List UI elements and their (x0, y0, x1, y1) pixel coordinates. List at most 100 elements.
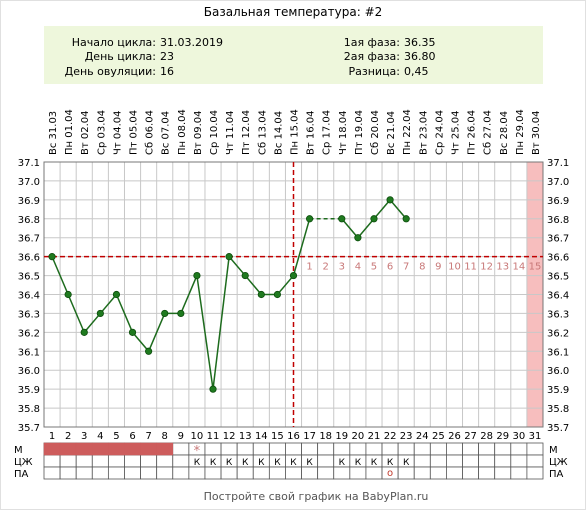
luteal-day-label: 11 (464, 262, 477, 273)
cervical-fluid-mark: К (274, 458, 281, 468)
day-number-label: 4 (97, 431, 103, 442)
cervical-fluid-mark: К (226, 458, 233, 468)
date-label: Пт 19.04 (354, 110, 365, 155)
temperature-point (354, 234, 362, 242)
date-label: Вс 21.04 (386, 111, 397, 155)
intercourse-row-cell (526, 466, 544, 480)
temperature-segment (180, 275, 198, 314)
date-label: Вт 16.04 (306, 111, 317, 156)
cervical-fluid-row-cell (107, 454, 125, 468)
luteal-day-label: 2 (323, 262, 329, 273)
cervical-fluid-mark: К (210, 458, 217, 468)
temperature-point (64, 290, 72, 299)
menstruation-cell-filled (156, 442, 174, 456)
temperature-segment (51, 256, 69, 295)
intercourse-row-cell (268, 466, 286, 480)
day-number-label: 29 (496, 431, 509, 442)
cervical-fluid-row-cell (462, 454, 480, 468)
date-label: Вс 31.03 (48, 111, 59, 155)
date-label: Пн 01.04 (64, 109, 75, 155)
cervical-fluid-row-cell (446, 454, 463, 468)
date-label: Пн 08.04 (177, 109, 188, 155)
intercourse-row-cell (429, 466, 447, 480)
intercourse-row-cell (446, 466, 463, 480)
menstruation-cell-filled (108, 442, 125, 456)
y-tick-label-left: 36.1 (18, 347, 40, 358)
y-tick-label-left: 36.6 (18, 253, 40, 264)
luteal-day-label: 15 (529, 262, 542, 273)
menstruation-row-cell (172, 442, 190, 456)
y-tick-label-right: 36.5 (547, 272, 569, 283)
phase1-label: 1ая фаза: (344, 36, 400, 49)
day-number-label: 2 (65, 431, 71, 442)
intercourse-row-cell (156, 466, 174, 480)
day-number-label: 1 (49, 431, 55, 442)
date-label: Вс 07.04 (161, 111, 172, 155)
intercourse-row-cell (43, 466, 61, 480)
cervical-fluid-row-cell (429, 454, 447, 468)
menstruation-row-cell (204, 442, 222, 456)
date-label: Ср 17.04 (322, 110, 333, 155)
cervical-fluid-mark: К (306, 458, 313, 468)
menstruation-cell-filled (75, 442, 93, 456)
menstruation-row-cell (285, 442, 302, 456)
temperature-segment (357, 218, 375, 239)
menstruation-row-cell (365, 442, 383, 456)
difference-label: Разница: (349, 65, 401, 78)
intercourse-row-cell (413, 466, 431, 480)
date-label: Пн 15.04 (290, 109, 301, 155)
intercourse-row-cell (333, 466, 351, 480)
y-tick-label-left: 36.4 (18, 291, 40, 302)
y-tick-label-right: 36.0 (547, 366, 569, 377)
y-tick-label-left: 35.8 (18, 404, 40, 415)
intercourse-row-cell (140, 466, 158, 480)
y-tick-label-left: 36.9 (18, 196, 40, 207)
menstruation-row-cell (446, 442, 463, 456)
day-number-label: 5 (113, 431, 119, 442)
luteal-day-label: 10 (448, 262, 461, 273)
day-number-label: 27 (464, 431, 477, 442)
intercourse-row-cell (349, 466, 367, 480)
y-tick-label-right: 36.2 (547, 328, 569, 339)
temperature-segment (131, 331, 150, 352)
intercourse-row-cell (204, 466, 222, 480)
intercourse-row-cell (462, 466, 480, 480)
menstruation-row-label-left: М (14, 445, 23, 456)
cervical-fluid-mark: К (290, 458, 297, 468)
y-tick-label-right: 37.0 (547, 177, 569, 188)
intercourse-mark: o (387, 468, 393, 479)
menstruation-row-cell (429, 442, 447, 456)
day-number-label: 19 (335, 431, 348, 442)
day-number-label: 24 (416, 431, 429, 442)
intercourse-row-cell (75, 466, 93, 480)
y-tick-label-left: 36.7 (18, 234, 40, 245)
luteal-day-label: 7 (403, 262, 409, 273)
y-tick-label-right: 35.8 (547, 404, 569, 415)
cervical-fluid-row-cell (478, 454, 496, 468)
temperature-segment (83, 312, 101, 333)
day-number-label: 25 (432, 431, 445, 442)
temperature-segment (99, 294, 118, 314)
menstruation-row-cell (494, 442, 512, 456)
y-tick-label-left: 35.9 (18, 385, 40, 396)
date-label: Ср 24.04 (434, 110, 445, 155)
menstruation-cell-filled (59, 442, 77, 456)
reference-lines (44, 162, 543, 427)
menstruation-cell-filled (124, 442, 141, 456)
menstruation-row-cell (397, 442, 415, 456)
temperature-point (193, 271, 201, 280)
menstruation-row-cell (220, 442, 238, 456)
temperature-point (161, 309, 169, 318)
y-tick-label-right: 36.6 (547, 253, 569, 264)
day-number-label: 15 (271, 431, 284, 442)
day-number-label: 18 (319, 431, 332, 442)
intercourse-row-cell (220, 466, 238, 480)
temperature-segment (341, 218, 359, 239)
menstruation-row-cell (478, 442, 496, 456)
temperature-point (273, 290, 282, 299)
temperature-segment (147, 313, 166, 352)
cervical-fluid-mark: К (194, 458, 201, 468)
cervical-fluid-mark: К (403, 458, 410, 468)
day-number-label: 11 (207, 431, 220, 442)
